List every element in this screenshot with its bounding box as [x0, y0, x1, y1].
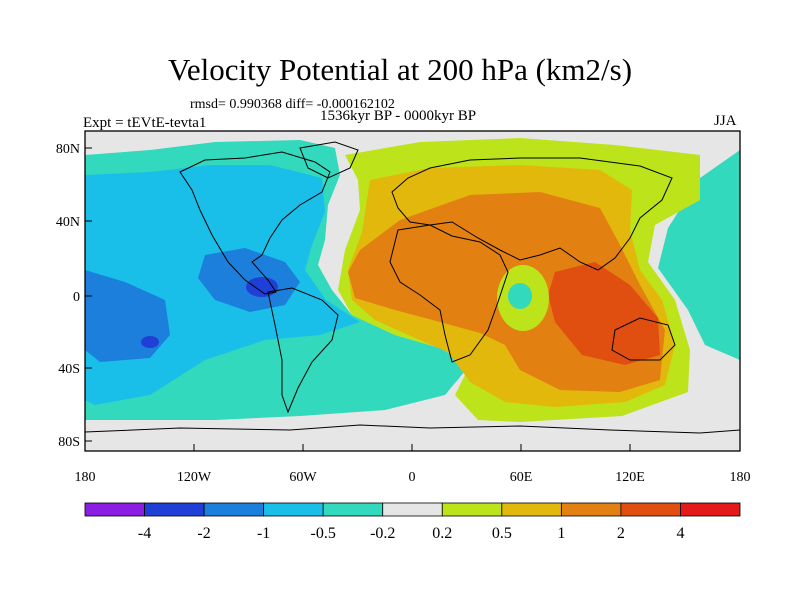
colorbar-swatch — [84, 502, 145, 517]
colorbar-label: -0.2 — [370, 525, 395, 542]
colorbar-label: -4 — [138, 525, 151, 542]
colorbar-label: 2 — [617, 525, 625, 542]
lat-tick-label: 40N — [56, 215, 80, 230]
experiment-text: Expt = tEVtE-tevta1 — [83, 115, 207, 131]
latitude-axis: 80N 40N 0 40S 80S — [56, 142, 92, 450]
colorbar-label: -1 — [257, 525, 270, 542]
colorbar-label: 0.2 — [432, 525, 452, 542]
lon-tick-label: 180 — [730, 470, 751, 485]
australia-outline — [611, 317, 676, 361]
negative-anomaly-core — [198, 248, 300, 312]
lon-tick-label: 180 — [75, 470, 96, 485]
colorbar-swatch — [144, 502, 205, 517]
lon-tick-label: 60E — [510, 470, 533, 485]
colorbar-label: 0.5 — [492, 525, 512, 542]
colorbar-label: 1 — [557, 525, 565, 542]
figure-title: Velocity Potential at 200 hPa (km2/s) — [167, 52, 633, 87]
colorbar-swatch — [441, 502, 503, 517]
lon-tick-label: 120W — [177, 470, 212, 485]
colorbar-swatch — [203, 502, 265, 517]
antarctica-outline — [85, 424, 740, 434]
rmsd-diff-text: rmsd= 0.990368 diff= -0.000162102 — [190, 97, 395, 112]
period-text: 1536kyr BP - 0000kyr BP — [320, 108, 477, 124]
greenland-outline — [299, 141, 359, 179]
season-text: JJA — [714, 113, 737, 129]
north-america-outline — [179, 151, 331, 295]
africa-outline — [389, 224, 509, 363]
south-america-outline — [267, 287, 339, 414]
negative-anomaly-east-edge — [658, 150, 740, 360]
lat-tick-label: 40S — [58, 362, 80, 377]
lat-tick-label: 80N — [56, 142, 80, 157]
europe-asia-outline — [391, 157, 673, 271]
colorbar-swatch — [263, 502, 324, 517]
colorbar-label: 4 — [676, 525, 684, 542]
colorbar-swatch — [680, 502, 741, 517]
negative-minimum-pacific — [141, 336, 159, 348]
lon-tick-label: 120E — [615, 470, 645, 485]
colorbar-swatch — [560, 502, 622, 517]
colorbar-swatch — [620, 502, 681, 517]
negative-pocket-east-africa — [508, 283, 532, 309]
colorbar-swatch — [382, 502, 443, 517]
lat-tick-label: 80S — [58, 435, 80, 450]
colorbar-swatch — [501, 502, 562, 517]
colorbar-swatch — [322, 502, 384, 517]
colorbar-label: -2 — [197, 525, 210, 542]
colorbar: -4 -2 -1 -0.5 -0.2 0.2 0.5 1 2 4 — [84, 502, 741, 542]
lon-tick-label: 60W — [289, 470, 317, 485]
colorbar-label: -0.5 — [311, 525, 336, 542]
lat-tick-label: 0 — [73, 290, 80, 305]
longitude-axis: 180 120W 60W 0 60E 120E 180 — [75, 444, 751, 485]
continent-outlines — [85, 141, 740, 434]
lon-tick-label: 0 — [409, 470, 416, 485]
positive-anomaly-peak — [548, 262, 660, 365]
map-field — [85, 131, 740, 451]
